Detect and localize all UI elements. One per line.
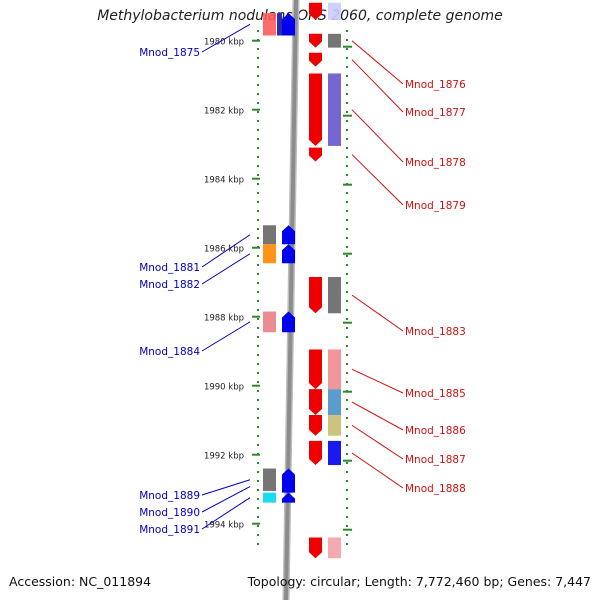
gene-label: Mnod_1876: [405, 79, 466, 91]
gene-leader-line: [351, 40, 404, 85]
cog-block: [328, 415, 341, 436]
cog-block: [263, 13, 276, 36]
cog-block-secondary: [277, 13, 282, 36]
gene-arrow: [309, 277, 322, 314]
gene-arrow: [282, 480, 295, 493]
cog-block: [328, 440, 341, 466]
cog-block: [263, 244, 276, 264]
gene-leader-line: [351, 452, 404, 489]
gene-leader-line: [351, 294, 404, 332]
gene-arrow: [282, 311, 295, 333]
gene-label: Mnod_1888: [405, 483, 466, 495]
gene-label: Mnod_1884: [139, 346, 200, 358]
gene-arrow: [309, 440, 322, 466]
partial-gene-arrow: [309, 537, 322, 559]
gene-arrow: [309, 73, 322, 146]
scale-tick-label: 1988 kbp: [204, 314, 244, 324]
cog-block: [328, 33, 341, 48]
gene-leader-line: [351, 109, 404, 163]
gene-label: Mnod_1890: [139, 507, 200, 519]
gene-leader-line: [201, 253, 251, 285]
partial-cog-block: [328, 2, 341, 20]
gene-label: Mnod_1885: [405, 388, 466, 400]
gene-leader-line: [351, 368, 404, 394]
scale-tick-label: 1986 kbp: [204, 245, 244, 255]
cog-block: [263, 468, 276, 491]
gene-label: Mnod_1891: [139, 524, 200, 536]
gene-label: Mnod_1875: [139, 47, 200, 59]
partial-gene-arrow: [309, 2, 322, 20]
gene-arrow: [282, 492, 295, 503]
gene-label: Mnod_1886: [405, 425, 466, 437]
cog-block: [328, 389, 341, 416]
gene-label: Mnod_1887: [405, 454, 466, 466]
topology-text: Topology: circular; Length: 7,772,460 bp…: [247, 574, 591, 589]
accession-text: Accession: NC_011894: [9, 574, 152, 589]
map-title: Methylobacterium nodulans ORS 2060, comp…: [97, 8, 503, 24]
cog-block: [263, 311, 276, 333]
cog-block: [263, 225, 276, 245]
gene-leader-line: [351, 59, 404, 113]
scale-tick-label: 1990 kbp: [204, 383, 244, 393]
gene-leader-line: [201, 486, 251, 513]
gene-label: Mnod_1883: [405, 326, 466, 338]
gene-label: Mnod_1877: [405, 107, 466, 119]
gene-arrow: [309, 52, 322, 67]
gene-label: Mnod_1881: [139, 262, 200, 274]
gene-arrow: [282, 244, 295, 264]
gene-label: Mnod_1889: [139, 490, 200, 502]
scale-tick-label: 1992 kbp: [204, 452, 244, 462]
gene-leader-line: [201, 497, 251, 530]
gene-arrow: [282, 13, 295, 36]
gene-label: Mnod_1879: [405, 200, 466, 212]
gene-arrow: [309, 349, 322, 390]
gene-leader-line: [351, 154, 404, 206]
cog-block: [328, 349, 341, 390]
gene-arrow: [282, 225, 295, 245]
cog-block: [263, 492, 276, 503]
gene-leader-line: [201, 234, 251, 268]
cog-block: [328, 73, 341, 146]
scale-tick-label: 1982 kbp: [204, 107, 244, 117]
partial-cog-block: [328, 537, 341, 559]
scale-tick-label: 1994 kbp: [204, 521, 244, 531]
gene-label: Mnod_1882: [139, 279, 200, 291]
gene-leader-line: [201, 321, 251, 352]
gene-arrow: [309, 147, 322, 162]
gene-label: Mnod_1878: [405, 157, 466, 169]
gene-leader-line: [201, 23, 251, 53]
gene-leader-line: [201, 479, 251, 496]
cog-block: [328, 277, 341, 314]
scale-tick-label: 1984 kbp: [204, 176, 244, 186]
gene-arrow: [309, 389, 322, 416]
gene-leader-line: [351, 401, 404, 431]
gene-arrow: [309, 33, 322, 48]
gene-leader-line: [351, 424, 404, 460]
gene-arrow: [309, 415, 322, 436]
scale-tick-label: 1980 kbp: [204, 38, 244, 48]
